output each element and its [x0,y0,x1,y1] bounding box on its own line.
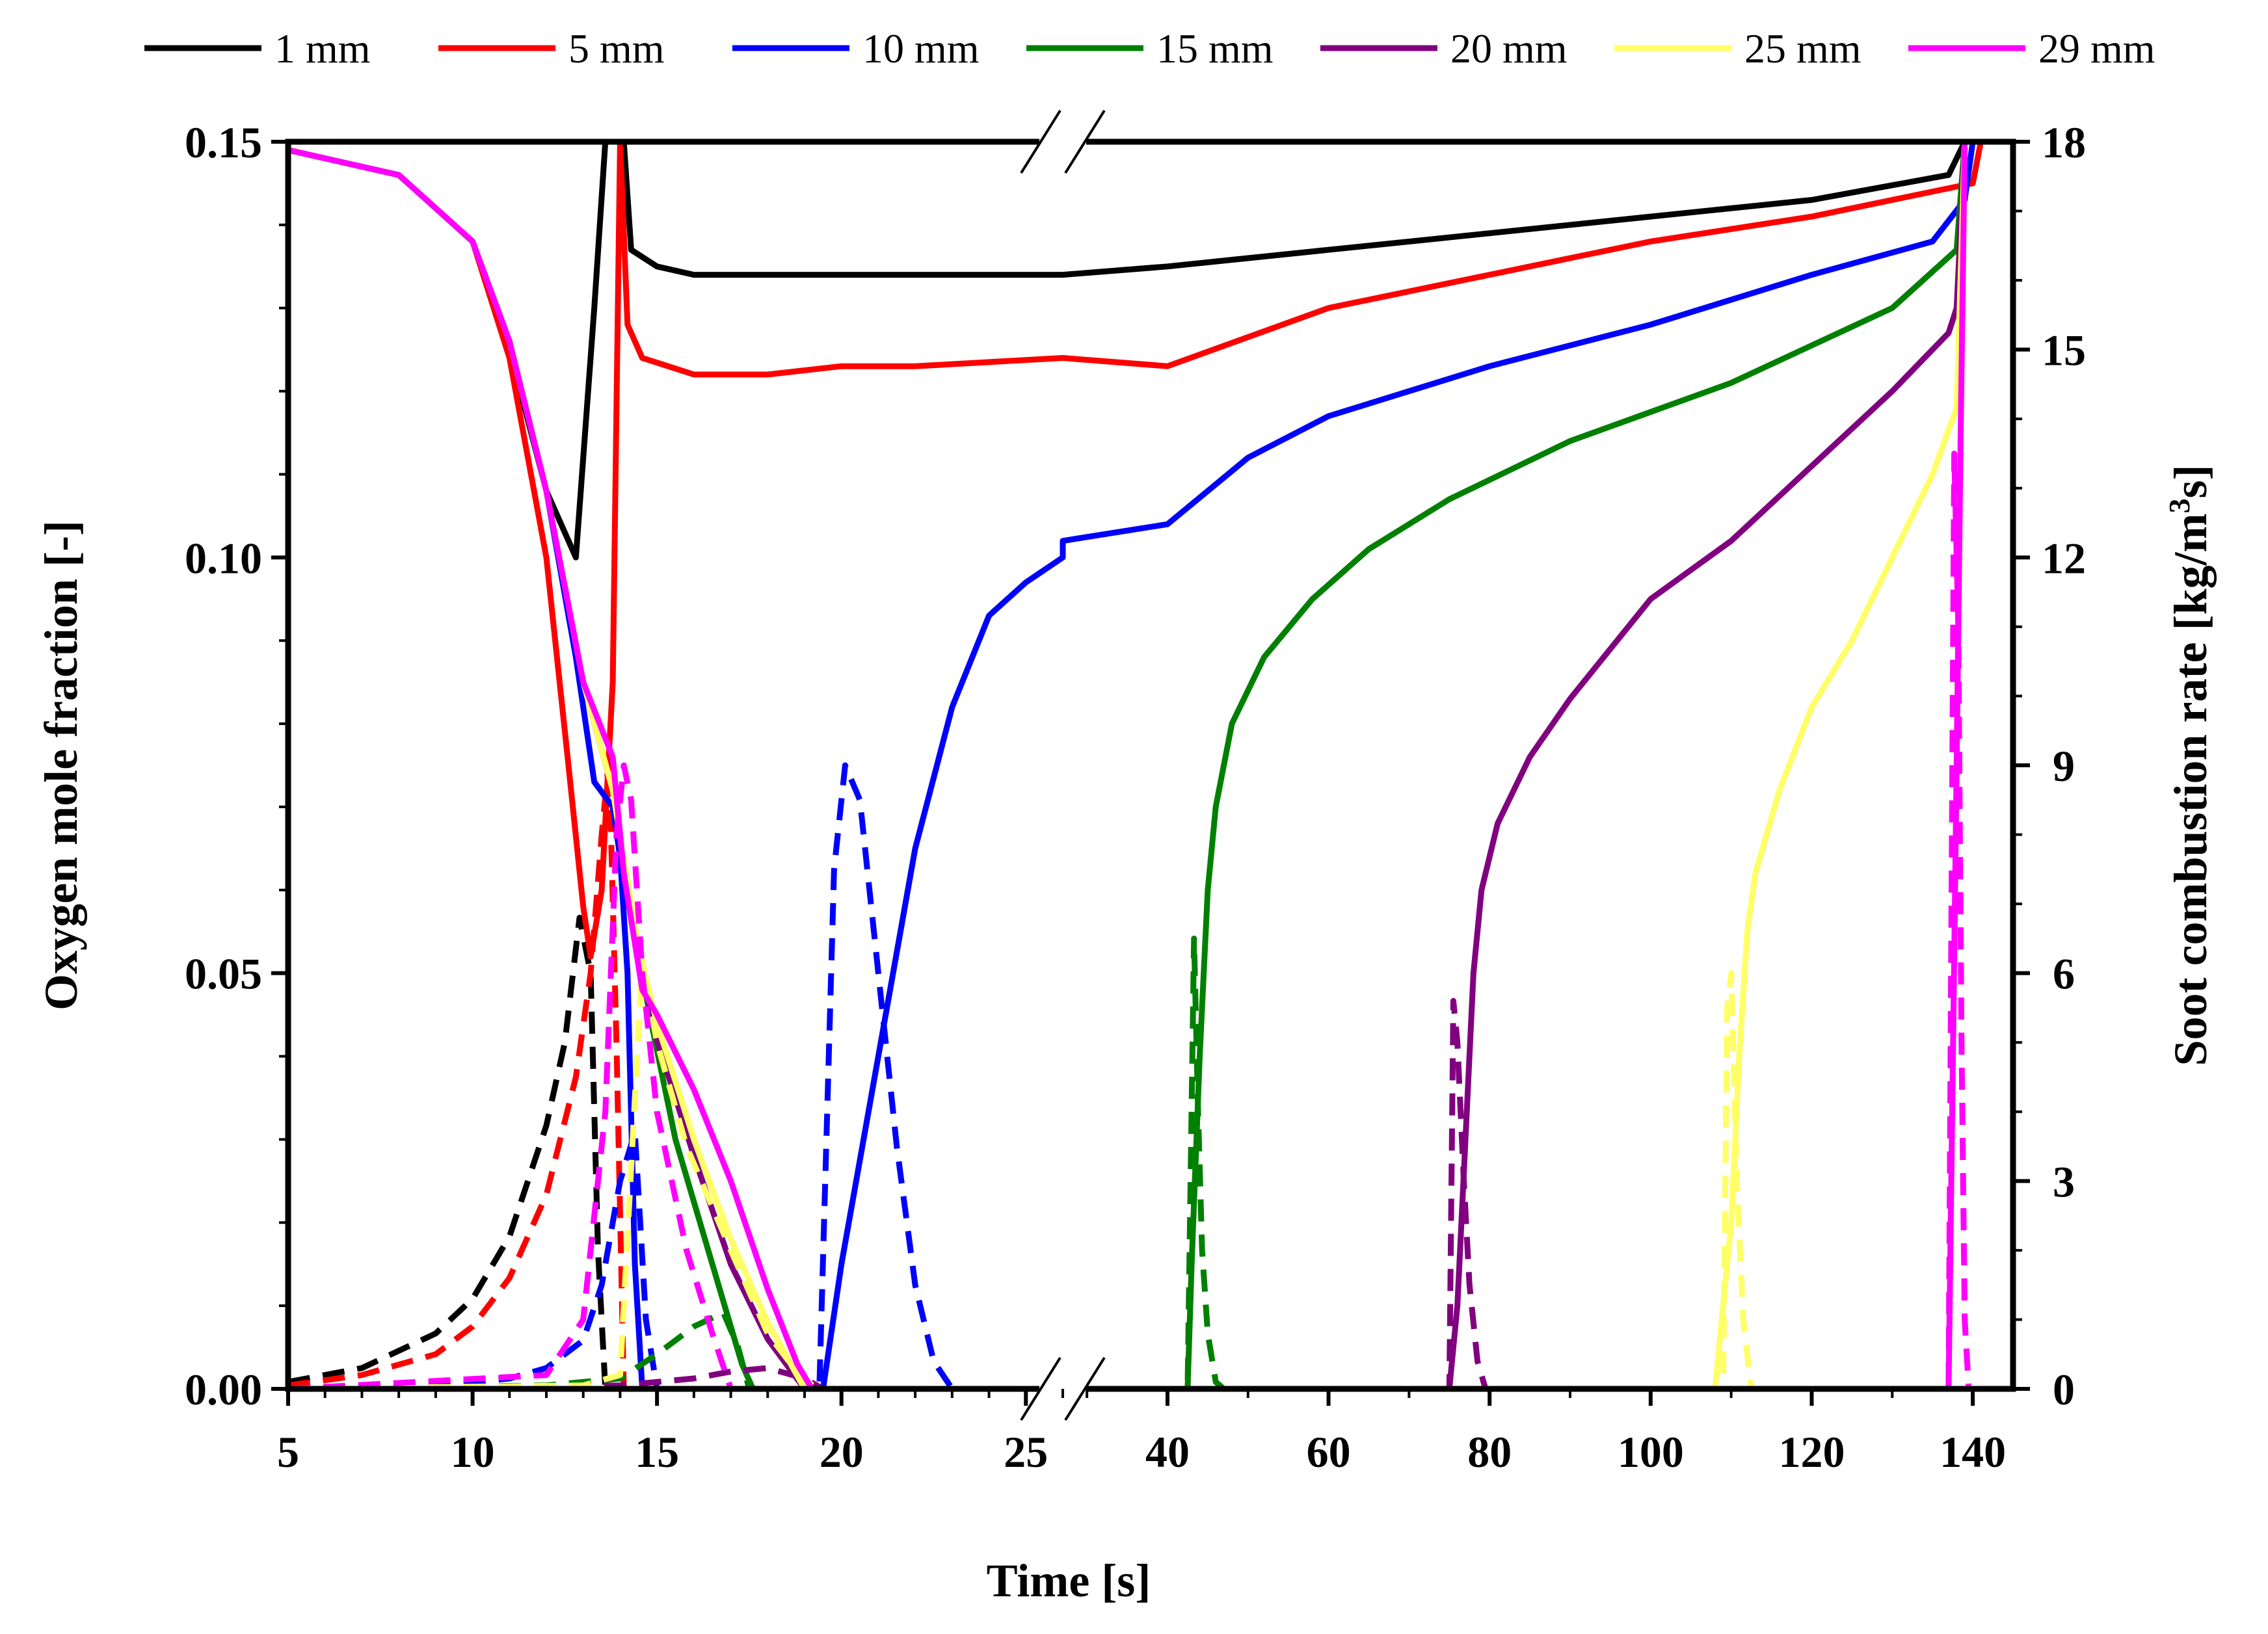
soot-line-1mm [288,914,2013,1389]
y-left-tick-label: 0.15 [185,118,262,167]
soot-line-15mm [288,935,2013,1389]
y-right-tick-label: 12 [2042,533,2086,583]
legend-label-20mm: 20 mm [1450,25,1568,72]
x-tick-label-5: 5 [277,1427,299,1477]
axis-ticks [271,140,2030,1406]
x-tick-label-40: 40 [1145,1427,1190,1477]
break-slash [1020,1356,1061,1421]
x-tick-label-20: 20 [820,1427,864,1477]
x-tick-label-120: 120 [1778,1427,1845,1477]
tick-labels: 5 10 15 20 25 40 60 80 100 120 1400.000.050.100.15… [185,118,2086,1477]
y-right-tick-label: 6 [2053,949,2075,999]
legend-label-25mm: 25 mm [1744,25,1861,72]
soot-line-5mm [288,755,2013,1389]
oxygen-line-5mm [288,142,2013,960]
x-axis-title: Time [s] [987,1555,1151,1607]
break-slash [1064,109,1106,174]
y-axis-right-title-sup: 3 [2163,499,2196,514]
legend-label-5mm: 5 mm [568,25,665,72]
soot-line-29mm [288,451,2013,1389]
break-slash [1020,109,1061,174]
soot-line-10mm [288,762,2013,1389]
x-tick-label-100: 100 [1618,1427,1684,1477]
plot-series [288,142,2013,1389]
legend-label-15mm: 15 mm [1156,25,1274,72]
y-right-tick-label: 15 [2042,326,2086,375]
y-left-tick-label: 0.05 [185,949,262,999]
x-tick-label-80: 80 [1467,1427,1512,1477]
y-left-tick-label: 0.10 [185,533,262,583]
legend-label-29mm: 29 mm [2038,25,2155,72]
x-tick-label-10: 10 [451,1427,495,1477]
y-axis-right-title: Soot combustion rate [kg/m3s] [2163,465,2217,1066]
y-left-tick-label: 0.00 [185,1365,262,1414]
y-axis-right-title-main: Soot combustion rate [kg/m [2165,514,2217,1066]
legend: 1 mm 5 mm 10 mm 15 mm 20 mm 25 mm 29 mm [144,25,2155,72]
y-axis-left-title: Oxygen mole fraction [-] [35,520,87,1010]
y-right-tick-label: 0 [2053,1365,2075,1414]
y-right-tick-label: 9 [2053,741,2075,791]
y-right-tick-label: 3 [2053,1157,2075,1206]
y-axis-right-title-tail: s] [2165,465,2217,499]
x-tick-label-25: 25 [1004,1427,1048,1477]
legend-label-10mm: 10 mm [862,25,980,72]
x-tick-label-60: 60 [1307,1427,1351,1477]
legend-label-1mm: 1 mm [274,25,371,72]
oxygen-line-29mm [288,142,2013,1389]
x-tick-label-15: 15 [635,1427,679,1477]
x-tick-label-140: 140 [1940,1427,2006,1477]
y-right-tick-label: 18 [2042,118,2086,167]
break-gap [1039,134,1086,150]
break-slash [1064,1356,1106,1421]
